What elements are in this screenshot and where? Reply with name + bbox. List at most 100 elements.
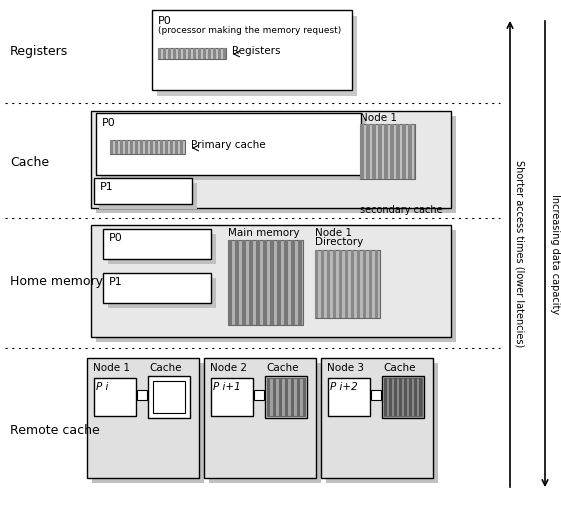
Bar bbox=[254, 390, 264, 400]
Bar bbox=[315, 250, 318, 318]
Bar bbox=[351, 250, 354, 318]
Bar bbox=[414, 378, 417, 416]
Text: Increasing data capacity: Increasing data capacity bbox=[550, 194, 560, 314]
Bar bbox=[120, 140, 123, 154]
Bar bbox=[96, 113, 361, 175]
Bar bbox=[108, 234, 216, 264]
Bar bbox=[145, 140, 148, 154]
Bar bbox=[357, 250, 360, 318]
Bar bbox=[378, 124, 382, 179]
Bar bbox=[170, 140, 173, 154]
Bar bbox=[339, 250, 342, 318]
Bar bbox=[328, 378, 370, 416]
Bar bbox=[158, 48, 226, 59]
Bar bbox=[327, 250, 330, 318]
Bar bbox=[291, 378, 294, 416]
Text: (processor making the memory request): (processor making the memory request) bbox=[158, 26, 341, 35]
Bar bbox=[285, 378, 288, 416]
Bar bbox=[193, 48, 196, 59]
Bar bbox=[110, 140, 113, 154]
Text: Registers: Registers bbox=[10, 46, 68, 58]
Text: secondary cache: secondary cache bbox=[360, 205, 443, 215]
Bar bbox=[369, 250, 372, 318]
Bar bbox=[228, 240, 303, 325]
Bar bbox=[297, 378, 300, 416]
Text: Node 3: Node 3 bbox=[327, 363, 364, 373]
Bar bbox=[183, 48, 186, 59]
Bar bbox=[157, 16, 357, 96]
Bar bbox=[371, 390, 381, 400]
Text: Node 1: Node 1 bbox=[360, 113, 397, 123]
Bar bbox=[173, 48, 176, 59]
Bar bbox=[103, 229, 211, 259]
Bar bbox=[363, 250, 366, 318]
Text: P i+2: P i+2 bbox=[330, 382, 358, 392]
Bar bbox=[101, 118, 366, 180]
Bar bbox=[414, 124, 415, 179]
Bar bbox=[152, 10, 352, 90]
Bar bbox=[99, 183, 197, 209]
Bar bbox=[91, 111, 451, 208]
Text: Shorter access times (lower latencies): Shorter access times (lower latencies) bbox=[515, 161, 525, 347]
Bar bbox=[375, 250, 378, 318]
Bar bbox=[204, 358, 316, 478]
Bar bbox=[168, 48, 171, 59]
Bar bbox=[178, 48, 181, 59]
Bar bbox=[277, 240, 281, 325]
Bar bbox=[137, 390, 147, 400]
Bar bbox=[315, 250, 380, 318]
Bar bbox=[404, 378, 407, 416]
Text: Node 1: Node 1 bbox=[315, 228, 352, 238]
Text: Cache: Cache bbox=[10, 155, 49, 169]
Bar bbox=[366, 124, 370, 179]
Bar bbox=[326, 363, 438, 483]
Bar bbox=[384, 378, 422, 416]
Bar bbox=[384, 378, 387, 416]
Text: Directory: Directory bbox=[315, 237, 364, 247]
Bar bbox=[390, 124, 394, 179]
Text: P i: P i bbox=[96, 382, 108, 392]
Text: Node 1: Node 1 bbox=[93, 363, 130, 373]
Bar bbox=[273, 378, 276, 416]
Bar bbox=[267, 378, 305, 416]
Bar bbox=[345, 250, 348, 318]
Bar bbox=[419, 378, 422, 416]
Bar bbox=[256, 240, 260, 325]
Bar bbox=[303, 378, 305, 416]
Text: Home memory: Home memory bbox=[10, 275, 103, 289]
Bar bbox=[279, 378, 282, 416]
Bar bbox=[198, 48, 201, 59]
Bar bbox=[249, 240, 253, 325]
Bar bbox=[408, 124, 412, 179]
Bar bbox=[384, 124, 388, 179]
Bar bbox=[165, 140, 168, 154]
Bar bbox=[103, 273, 211, 303]
Bar bbox=[284, 240, 288, 325]
Bar bbox=[203, 48, 206, 59]
Bar bbox=[360, 124, 415, 179]
Text: Cache: Cache bbox=[266, 363, 298, 373]
Bar bbox=[96, 116, 456, 213]
Bar bbox=[175, 140, 178, 154]
Text: Primary cache: Primary cache bbox=[191, 140, 265, 150]
Bar bbox=[150, 140, 153, 154]
Bar bbox=[235, 240, 239, 325]
Text: Cache: Cache bbox=[383, 363, 416, 373]
Bar bbox=[87, 358, 199, 478]
Text: Main memory: Main memory bbox=[228, 228, 300, 238]
Bar bbox=[409, 378, 412, 416]
Bar bbox=[360, 124, 364, 179]
Text: P i+1: P i+1 bbox=[213, 382, 241, 392]
Bar bbox=[242, 240, 246, 325]
Bar bbox=[396, 124, 400, 179]
Bar bbox=[130, 140, 133, 154]
Text: P0: P0 bbox=[158, 16, 172, 26]
Bar bbox=[333, 250, 336, 318]
Text: Registers: Registers bbox=[232, 46, 280, 56]
Bar bbox=[208, 48, 211, 59]
Text: Cache: Cache bbox=[149, 363, 182, 373]
Bar bbox=[389, 378, 392, 416]
Bar bbox=[160, 140, 163, 154]
Text: Remote cache: Remote cache bbox=[10, 424, 100, 436]
Bar bbox=[223, 48, 226, 59]
